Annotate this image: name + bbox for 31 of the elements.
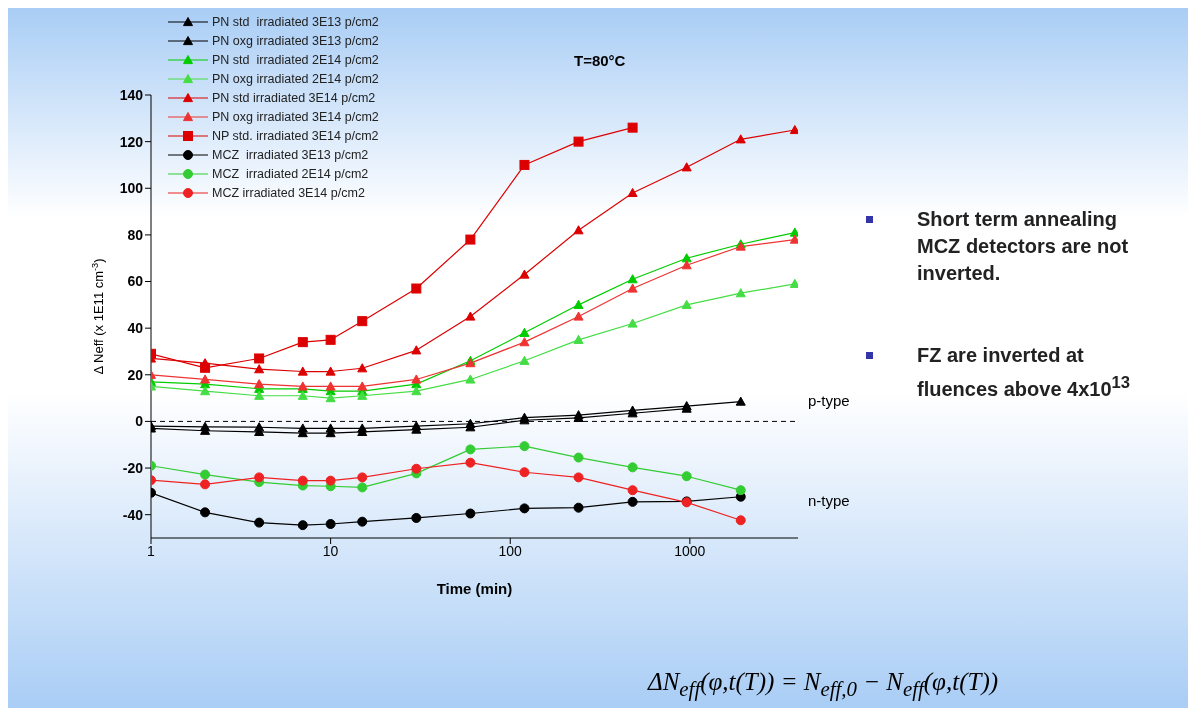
legend-label: MCZ irradiated 2E14 p/cm2 (212, 166, 369, 181)
text: Short term annealing MCZ detectors are not inverted. (917, 207, 1130, 286)
x-tick-label: 1 (147, 542, 156, 559)
legend-label: PN oxg irradiated 2E14 p/cm2 (212, 71, 379, 86)
y-tick-label: 0 (135, 413, 144, 430)
y-tick-label: 120 (119, 133, 144, 150)
legend-label: MCZ irradiated 3E13 p/cm2 (212, 147, 369, 162)
legend-label: NP std. irradiated 3E14 p/cm2 (212, 128, 379, 143)
y-tick-label: 60 (127, 273, 144, 290)
x-tick-label: 10 (322, 542, 339, 559)
text: ΔN$_{eff}$(φ,t(T)) = N$_{eff,0}$ − N$_{eff}$(φ,t(T)) (648, 668, 999, 701)
x-tick-label: 100 (498, 542, 523, 559)
y-tick-label: -40 (122, 506, 144, 523)
legend-label: PN oxg irradiated 3E14 p/cm2 (212, 109, 379, 124)
y-tick-label: -20 (122, 460, 144, 477)
y-tick-label: 100 (119, 180, 144, 197)
legend-label: PN oxg irradiated 3E13 p/cm2 (212, 33, 379, 48)
legend-label: MCZ irradiated 3E14 p/cm2 (212, 185, 365, 200)
text: FZ are inverted at fluences above 4x10$^{13}$ (917, 343, 1132, 402)
y-tick-label: 20 (127, 366, 144, 383)
y-tick-label: 80 (127, 226, 144, 243)
y-tick-label: 140 (119, 86, 144, 103)
y-tick-label: 40 (127, 320, 144, 337)
legend-label: PN std irradiated 3E14 p/cm2 (212, 90, 376, 105)
text: T=80°C (574, 52, 626, 69)
text: n-type (808, 492, 850, 509)
x-axis-title: Time (min) (436, 580, 513, 597)
x-tick-label: 1000 (674, 542, 706, 559)
text: p-type (808, 392, 850, 409)
legend-label: PN std irradiated 3E13 p/cm2 (212, 14, 379, 29)
legend-label: PN std irradiated 2E14 p/cm2 (212, 52, 379, 67)
